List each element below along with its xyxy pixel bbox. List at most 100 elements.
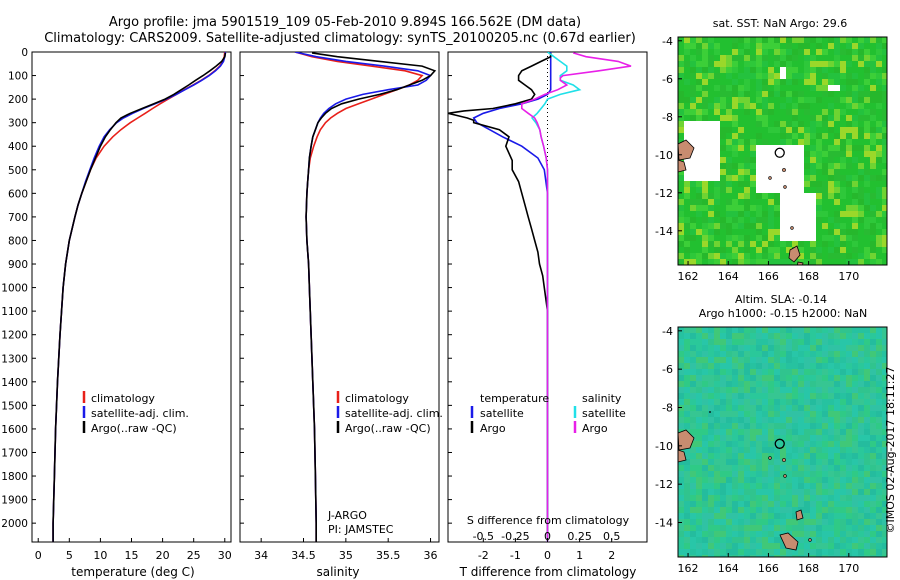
- map-cell: [834, 127, 841, 134]
- map-cell: [756, 423, 763, 430]
- map-cell: [750, 393, 757, 400]
- map-cell: [804, 169, 811, 176]
- map-cell: [780, 369, 787, 376]
- map-cell: [780, 351, 787, 358]
- map-cell: [756, 211, 763, 218]
- map-cell: [798, 483, 805, 490]
- map-cell: [762, 423, 769, 430]
- map-cell: [702, 459, 709, 466]
- map-cell: [774, 531, 781, 538]
- map-cell: [768, 199, 775, 206]
- map-cell: [708, 145, 715, 152]
- map-cell: [828, 61, 835, 68]
- map-cell: [744, 513, 751, 520]
- map-cell: [696, 169, 703, 176]
- map-cell: [738, 151, 745, 158]
- map-cell: [804, 387, 811, 394]
- y-tick-label: 1100: [1, 306, 28, 318]
- map-cell: [834, 217, 841, 224]
- map-cell: [702, 55, 709, 62]
- map-cell: [738, 549, 745, 556]
- map-cell: [858, 187, 865, 194]
- map-cell: [804, 483, 811, 490]
- map-cell: [750, 411, 757, 418]
- map-cell: [828, 121, 835, 128]
- map-cell: [708, 507, 715, 514]
- map-cell: [702, 193, 709, 200]
- y-tick-label: 1700: [1, 447, 28, 459]
- map-cell: [804, 405, 811, 412]
- map-cell: [882, 513, 887, 520]
- map-cell: [738, 187, 745, 194]
- map-cell: [744, 205, 751, 212]
- map-cell: [822, 345, 829, 352]
- map-cell: [798, 67, 805, 74]
- t-difference-xlabel: T difference from climatology: [459, 565, 637, 579]
- map-cell: [870, 513, 877, 520]
- map-cell: [858, 549, 865, 556]
- map-cell: [846, 163, 853, 170]
- map-cell: [690, 363, 697, 370]
- map-cell: [756, 531, 763, 538]
- map-cell: [708, 175, 715, 182]
- map-cell: [768, 169, 775, 176]
- map-cell: [876, 133, 883, 140]
- map-cell: [882, 109, 887, 116]
- map-cell: [678, 525, 685, 532]
- map-cell: [876, 411, 883, 418]
- map-cell: [738, 333, 745, 340]
- map-cell: [804, 441, 811, 448]
- map-cell: [714, 109, 721, 116]
- map-cell: [744, 423, 751, 430]
- map-cell: [882, 55, 887, 62]
- map-cell: [678, 229, 685, 236]
- map-cell: [744, 55, 751, 62]
- map-cell: [840, 73, 847, 80]
- map-cell: [768, 411, 775, 418]
- map-cell: [822, 67, 829, 74]
- map-cell: [798, 127, 805, 134]
- map-cell: [792, 97, 799, 104]
- map-cell: [798, 447, 805, 454]
- map-cell: [780, 363, 787, 370]
- map-cell: [774, 157, 781, 164]
- map-cell: [828, 91, 835, 98]
- map-cell: [720, 157, 727, 164]
- map-cell: [846, 333, 853, 340]
- map-cell: [690, 555, 697, 557]
- map-cell: [702, 345, 709, 352]
- map-cell: [870, 133, 877, 140]
- map-cell: [852, 43, 859, 50]
- map-cell: [732, 259, 739, 265]
- map-cell: [762, 465, 769, 472]
- map-cell: [828, 453, 835, 460]
- map-cell: [768, 181, 775, 188]
- map-cell: [678, 115, 685, 122]
- map-cell: [726, 465, 733, 472]
- map-cell: [816, 61, 823, 68]
- map-cell: [714, 127, 721, 134]
- map-cell: [882, 375, 887, 382]
- map-cell: [876, 127, 883, 134]
- map-cell: [876, 235, 883, 242]
- map-cell: [816, 97, 823, 104]
- map-cell: [702, 495, 709, 502]
- map-cell: [768, 435, 775, 442]
- map-cell: [798, 241, 805, 248]
- map-cell: [750, 483, 757, 490]
- map-cell: [792, 181, 799, 188]
- map-cell: [786, 151, 793, 158]
- map-cell: [738, 121, 745, 128]
- map-cell: [792, 489, 799, 496]
- map-cell: [870, 537, 877, 544]
- map-cell: [804, 241, 811, 248]
- map-cell: [846, 537, 853, 544]
- map-cell: [828, 471, 835, 478]
- map-cell: [870, 37, 877, 44]
- map-cell: [834, 223, 841, 230]
- map-cell: [804, 49, 811, 56]
- map-cell: [816, 507, 823, 514]
- map-cell: [840, 465, 847, 472]
- map-cell: [870, 387, 877, 394]
- map-cell: [876, 91, 883, 98]
